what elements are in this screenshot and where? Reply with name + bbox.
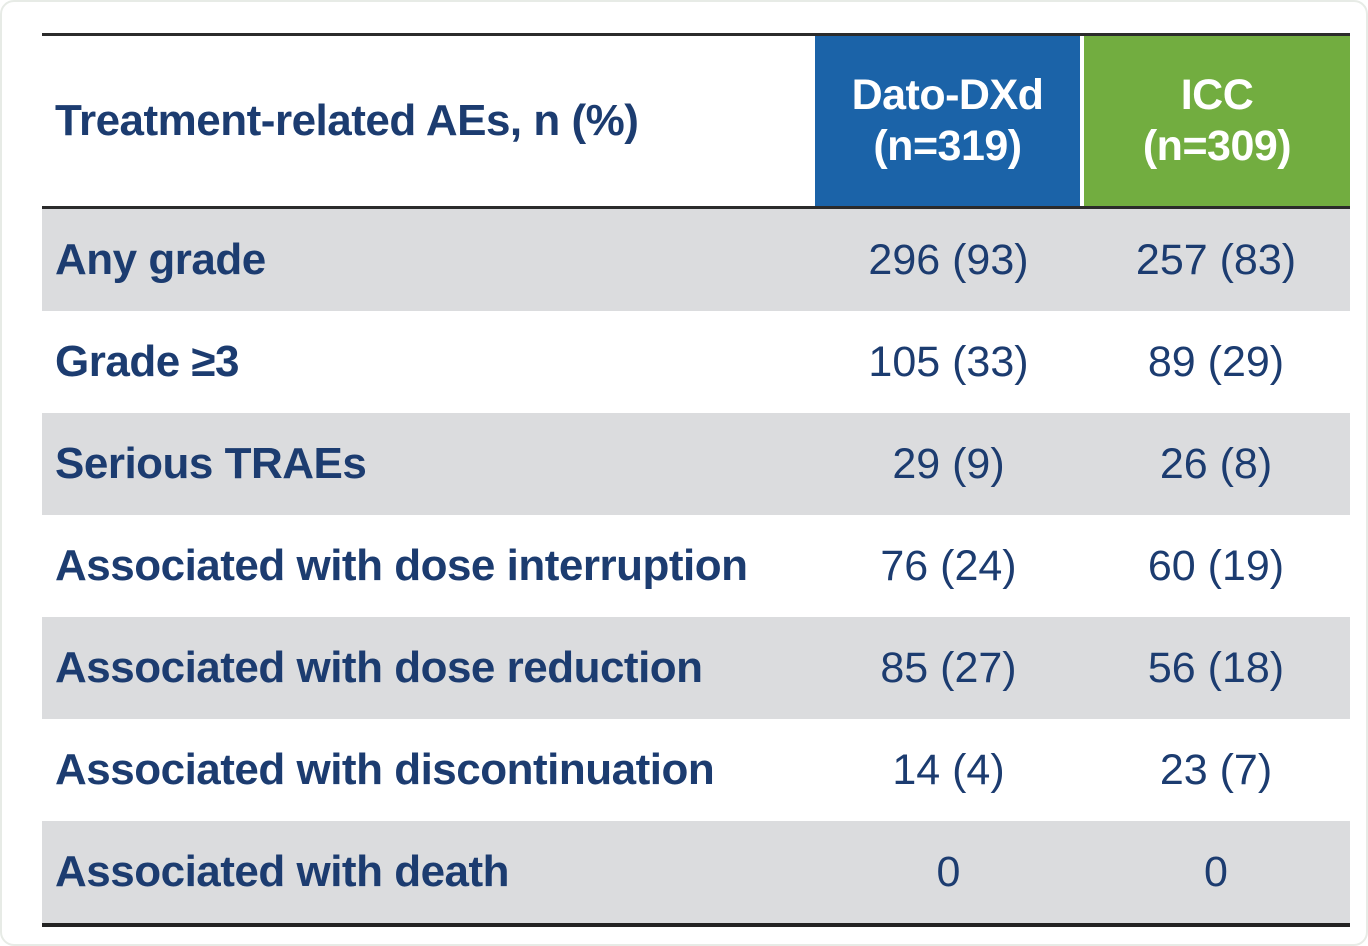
column-header-icc-name: ICC (1180, 71, 1254, 120)
cell-dato-dxd: 29 (9) (892, 439, 1005, 488)
cell-icc: 23 (7) (1159, 745, 1273, 794)
cell-icc: 60 (19) (1147, 541, 1285, 590)
cell-icc: 89 (29) (1147, 337, 1285, 386)
table-row-serious-traes: Serious TRAEs 29 (9) 26 (8) (42, 413, 1350, 515)
cell-icc: 0 (1204, 847, 1228, 896)
header-column-divider (1080, 36, 1084, 206)
cell-dato-dxd: 76 (24) (880, 541, 1017, 590)
column-header-icc: ICC (n=309) (1084, 36, 1350, 206)
row-label: Associated with dose reduction (55, 643, 703, 692)
table-row-grade-ge3: Grade ≥3 105 (33) 89 (29) (42, 311, 1350, 413)
column-header-dato-dxd-name: Dato-DXd (851, 71, 1044, 120)
row-label: Associated with dose interruption (55, 541, 748, 590)
table-row-any-grade: Any grade 296 (93) 257 (83) (42, 209, 1350, 311)
row-label: Associated with discontinuation (55, 745, 715, 794)
row-label: Any grade (55, 235, 266, 284)
table-row-discontinuation: Associated with discontinuation 14 (4) 2… (42, 719, 1350, 821)
row-label: Serious TRAEs (55, 439, 367, 488)
cell-dato-dxd: 105 (33) (868, 337, 1029, 386)
cell-icc: 26 (8) (1159, 439, 1273, 488)
column-header-icc-n: (n=309) (1142, 122, 1292, 170)
cell-icc: 257 (83) (1135, 235, 1297, 284)
row-label: Grade ≥3 (55, 337, 240, 386)
cell-dato-dxd: 0 (936, 847, 961, 896)
table-title: Treatment-related AEs, n (%) (55, 96, 639, 145)
table-row-dose-reduction: Associated with dose reduction 85 (27) 5… (42, 617, 1350, 719)
cell-dato-dxd: 14 (4) (892, 745, 1005, 794)
trae-table: Treatment-related AEs, n (%) Dato-DXd (n… (42, 33, 1350, 927)
table-row-death: Associated with death 0 0 (42, 821, 1350, 923)
table-body: Any grade 296 (93) 257 (83) Grade ≥3 105… (42, 209, 1350, 923)
table-header-row: Treatment-related AEs, n (%) Dato-DXd (n… (42, 36, 1350, 209)
row-label: Associated with death (55, 847, 510, 896)
cell-dato-dxd: 296 (93) (868, 235, 1029, 284)
column-header-dato-dxd: Dato-DXd (n=319) (815, 36, 1080, 206)
column-header-dato-dxd-n: (n=319) (873, 122, 1022, 170)
table-row-dose-interruption: Associated with dose interruption 76 (24… (42, 515, 1350, 617)
cell-dato-dxd: 85 (27) (880, 643, 1017, 692)
cell-icc: 56 (18) (1147, 643, 1285, 692)
